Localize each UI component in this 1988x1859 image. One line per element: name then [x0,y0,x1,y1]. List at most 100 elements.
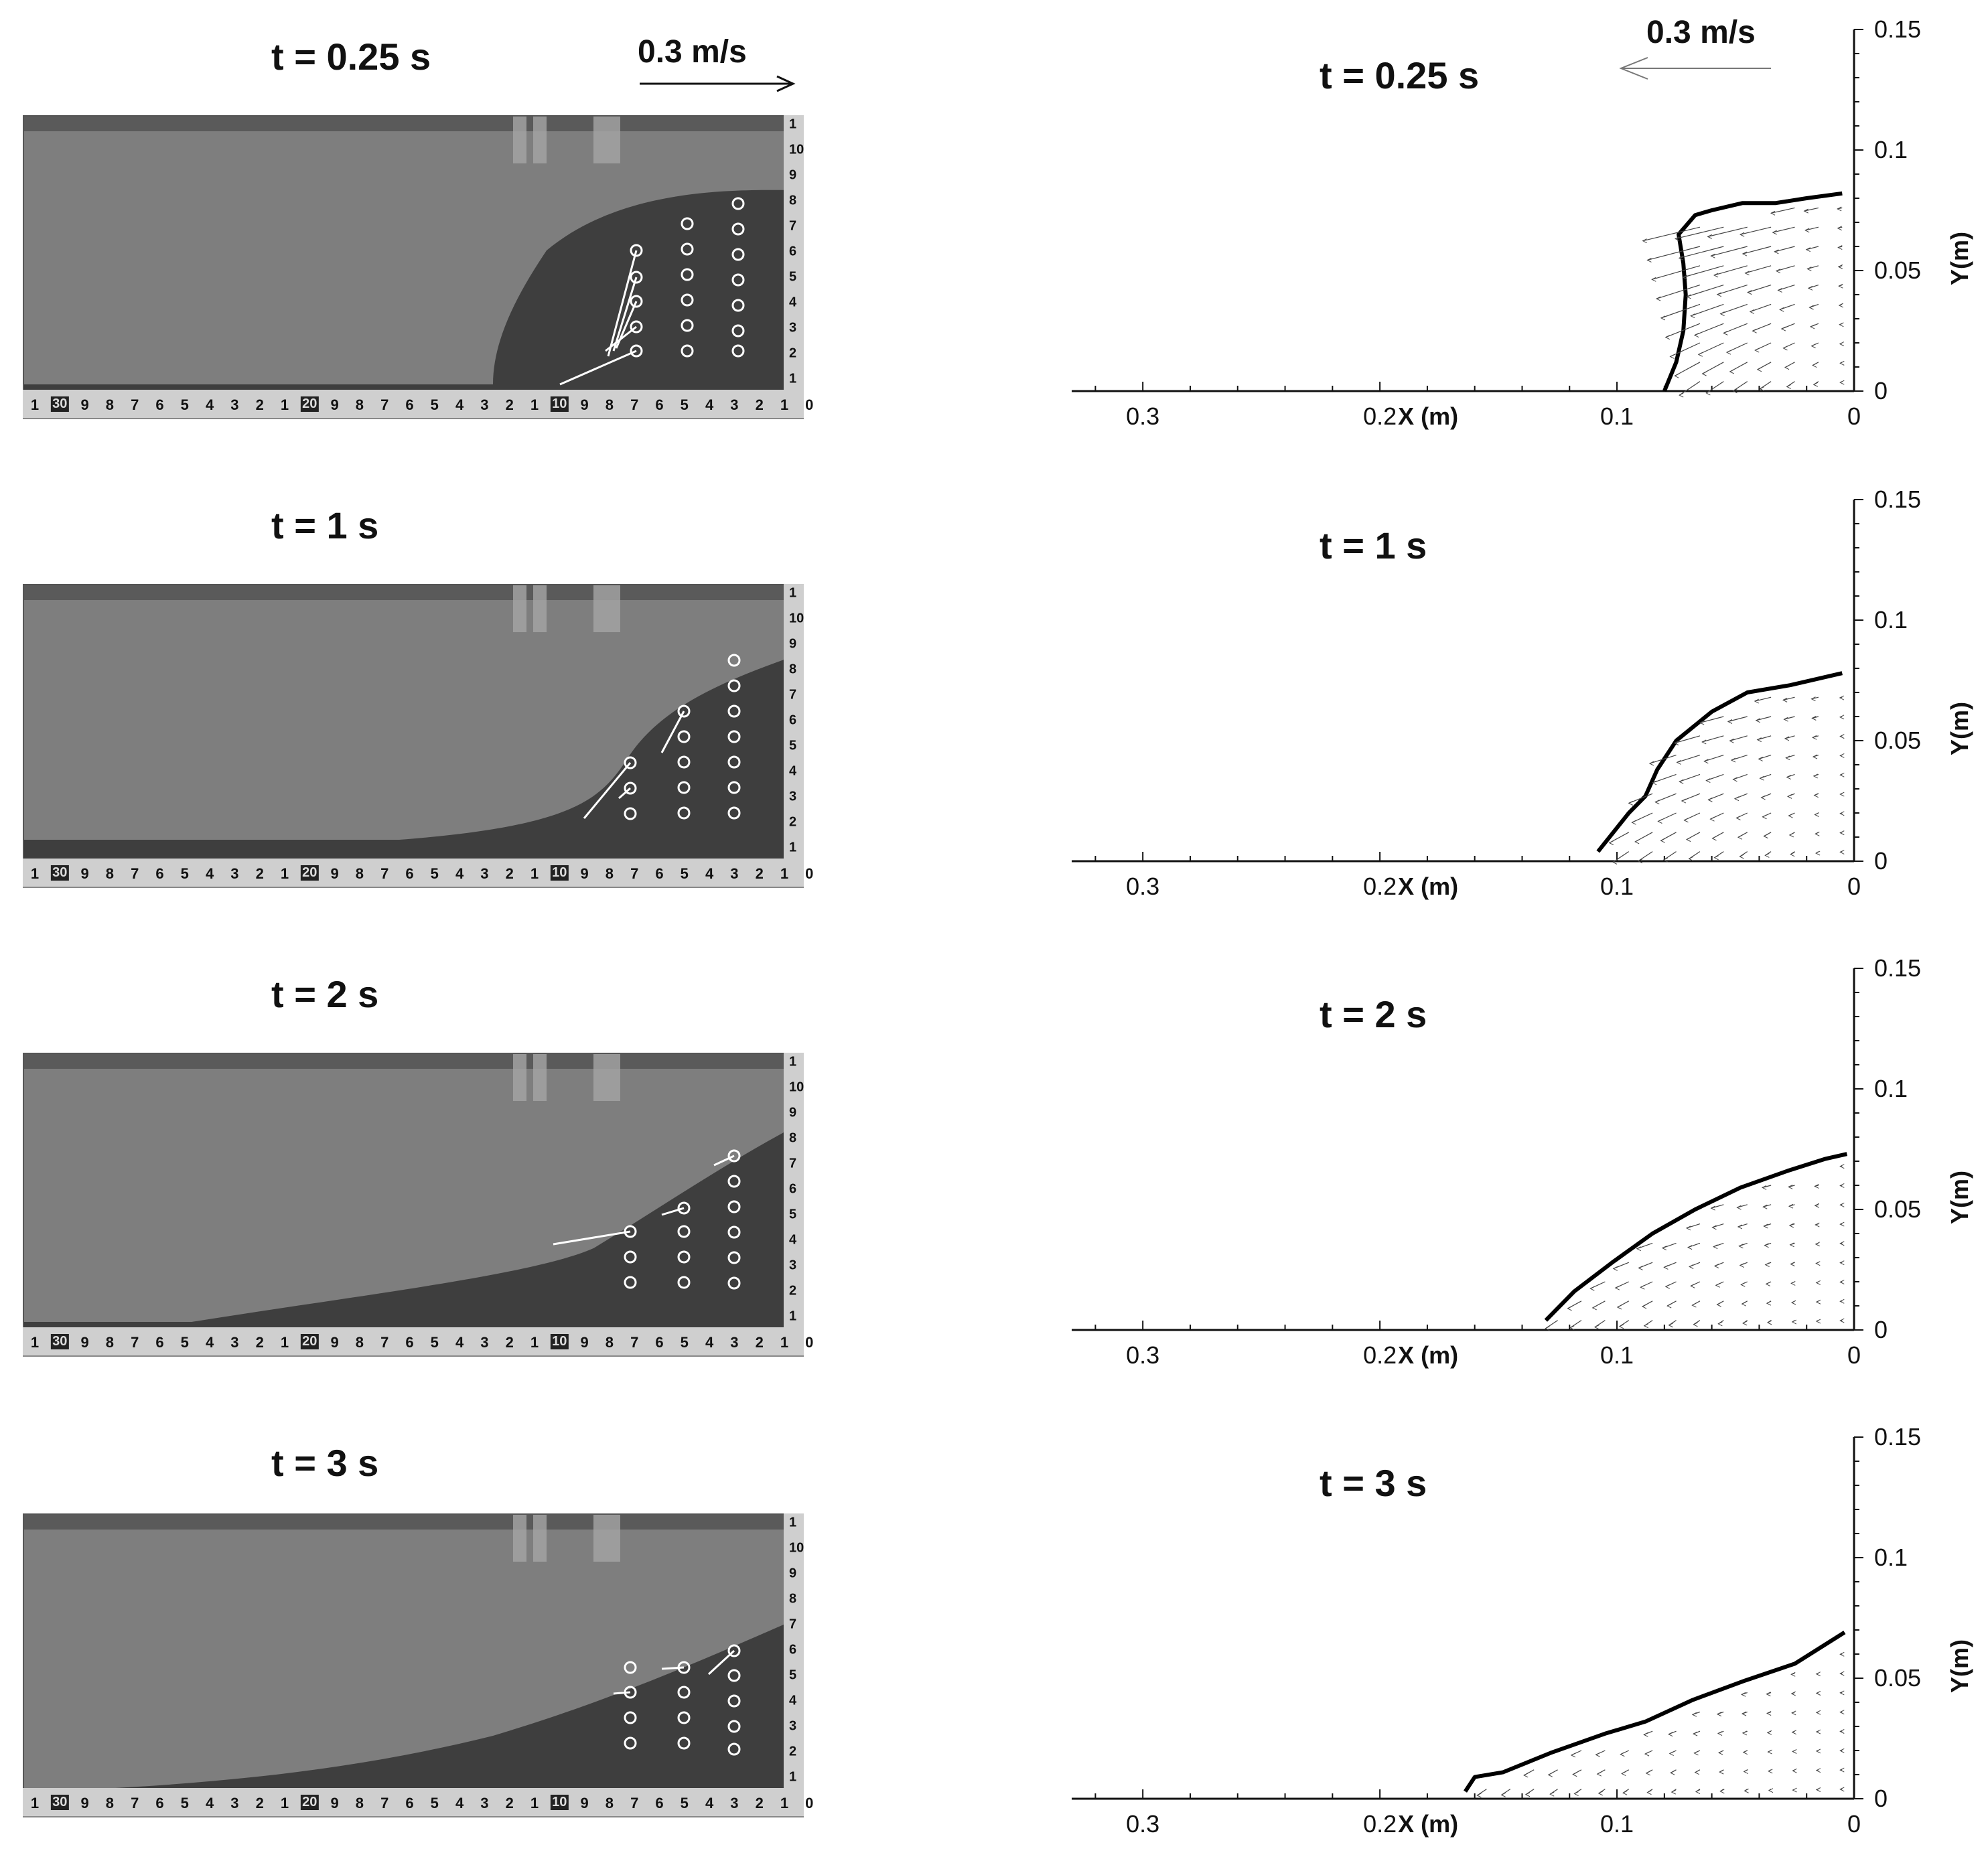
photo-scale-label: 0.3 m/s [638,34,747,70]
ruler-label: 7 [131,396,139,413]
velocity-vector-head [1759,386,1764,392]
side-ruler-label: 6 [789,1181,797,1197]
tracer-marker [624,756,637,769]
velocity-vector-head [1839,715,1845,720]
velocity-vector [1756,716,1772,721]
x-axis-label: X (m) [1398,402,1458,430]
y-tick-label: 0.1 [1874,606,1908,634]
velocity-vector-head [1763,1223,1768,1229]
ruler-label: 9 [80,396,89,413]
tracer-vector [661,1666,685,1670]
velocity-vector-head [1524,1792,1531,1797]
velocity-vector-head [1715,1282,1721,1288]
x-tick-label: 0.1 [1600,1341,1634,1369]
ruler-label: 3 [730,396,739,413]
ruler-label: 8 [355,396,364,413]
side-ruler-label: 1 [789,1309,797,1324]
ruler-label: 5 [430,865,439,882]
velocity-vector [1713,265,1748,276]
velocity-vector-head [1596,1771,1602,1777]
side-ruler-label: 4 [789,295,797,310]
x-tick-label: 0 [1847,402,1861,430]
tracer-vector [612,277,638,352]
velocity-vector-head [1691,1303,1697,1308]
velocity-vector-head [1717,1321,1723,1327]
velocity-vector [1683,265,1724,278]
y-axis-label: Y(m) [1946,702,1973,755]
ruler-label: 4 [705,1795,714,1811]
ruler-label: 8 [105,396,115,413]
velocity-vector-head [1813,773,1819,779]
x-tick-label: 0.1 [1600,873,1634,900]
side-ruler-label: 2 [789,346,797,361]
velocity-vector-head [1839,360,1845,366]
ruler-label: 1 [280,396,289,413]
interface-profile [1596,671,1843,853]
tracer-marker [727,654,741,667]
ruler-label: 4 [705,396,714,413]
velocity-vector-head [1676,759,1681,765]
ruler-label: 8 [605,865,614,882]
velocity-vector-head [1737,1224,1743,1230]
side-ruler-label: 10 [789,1540,804,1556]
velocity-vector-head [1762,1204,1768,1209]
ruler-label: 1 [780,396,789,413]
velocity-vector [1656,285,1701,299]
ruler-label: 5 [180,1795,189,1811]
interface-profile [1464,1631,1846,1793]
tracer-marker [727,1200,741,1213]
velocity-vector-head [1780,326,1786,331]
x-tick-label: 0.2 [1363,1810,1397,1838]
velocity-vector-head [1664,1284,1671,1289]
velocity-vector [1679,381,1701,396]
side-ruler-label: 5 [789,1207,797,1222]
velocity-vector-head [1636,1246,1642,1252]
velocity-vector-head [1638,1265,1643,1270]
velocity-vector-head [1761,1185,1767,1190]
velocity-vector [1677,755,1701,763]
ruler-label: 20 [301,396,319,412]
probe [607,1054,620,1101]
tracer-marker [624,807,637,820]
probe [593,117,607,163]
velocity-vector [1700,716,1724,723]
ruler-label: 8 [605,1795,614,1811]
velocity-vector-head [1839,380,1845,385]
experiment-photo [23,584,804,885]
tracer-marker [681,293,694,307]
ruler-label: 3 [230,1334,239,1351]
ruler-label: 2 [505,1334,514,1351]
velocity-vector-head [1679,779,1684,784]
x-tick-label: 0.3 [1126,873,1159,900]
tracer-vector [661,1207,685,1216]
ruler-label: 6 [655,396,664,413]
velocity-vector-head [1839,1651,1845,1657]
velocity-vector-head [1768,1769,1773,1774]
velocity-vector-head [1785,755,1790,761]
tracer-marker [727,755,741,769]
velocity-vector-head [1693,333,1699,338]
velocity-vector-head [1839,695,1845,700]
velocity-vector-head [1764,852,1770,858]
probe [593,585,607,632]
tracer-marker [727,806,741,820]
experiment-photo [23,1513,804,1815]
velocity-vector-head [1723,330,1728,336]
velocity-vector-head [1812,363,1817,368]
ruler-label: 0 [805,1334,814,1351]
ruler-label: 4 [205,1334,214,1351]
velocity-vector-head [1791,1710,1796,1716]
velocity-vector-head [1749,309,1755,314]
velocity-vector-head [1804,228,1810,233]
velocity-vector-head [1681,798,1687,804]
velocity-vector-head [1839,1280,1845,1284]
y-tick-label: 0 [1874,377,1888,404]
velocity-vector-head [1716,1302,1721,1307]
velocity-vector-head [1762,814,1767,820]
ruler-label: 9 [80,1795,89,1811]
velocity-vector-head [1500,1792,1506,1797]
velocity-vector-head [1711,1225,1717,1230]
velocity-vector-head [1637,859,1643,864]
tracer-vector [553,1230,631,1246]
tracer-marker [727,1149,741,1163]
